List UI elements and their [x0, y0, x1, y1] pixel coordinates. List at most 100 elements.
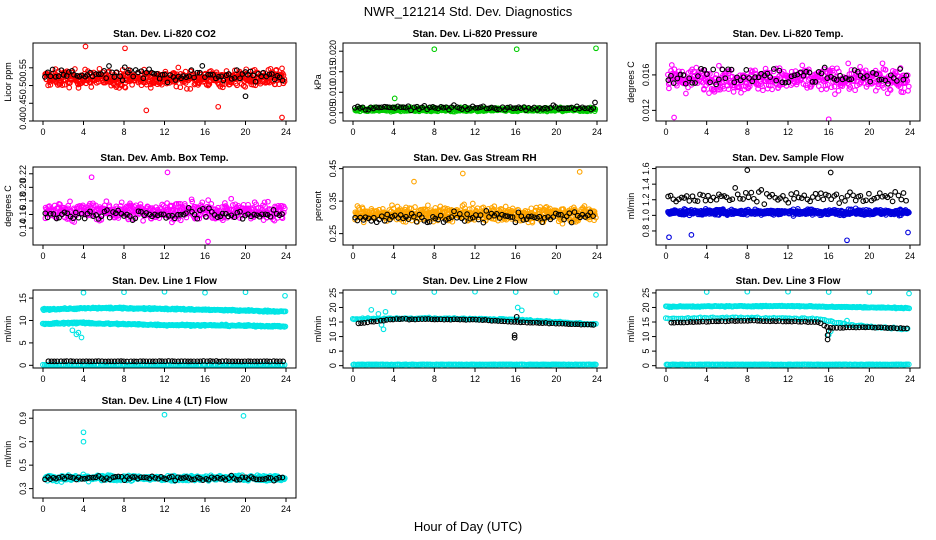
- data-point: [189, 198, 196, 205]
- data-point: [88, 174, 95, 181]
- data-point: [483, 208, 490, 214]
- data-point: [475, 104, 481, 111]
- data-point: [89, 358, 96, 365]
- data-point: [42, 74, 48, 80]
- data-point: [67, 358, 74, 364]
- data-point: [188, 196, 195, 203]
- data-point: [852, 87, 858, 94]
- data-point: [773, 81, 780, 88]
- data-point: [763, 191, 770, 197]
- points-group: [42, 43, 288, 121]
- data-point: [177, 217, 184, 224]
- data-point: [818, 190, 824, 197]
- y-tick-label: 0.14: [18, 219, 28, 237]
- data-point: [887, 192, 894, 198]
- data-point: [753, 198, 760, 205]
- data-point: [86, 358, 93, 365]
- data-point: [143, 358, 150, 365]
- data-point: [121, 64, 128, 71]
- data-point: [118, 199, 125, 206]
- panel-title: Stan. Dev. Gas Stream RH: [413, 153, 536, 164]
- data-point: [566, 210, 573, 217]
- data-point: [106, 202, 113, 209]
- y-tick-label: 0.35: [328, 192, 338, 210]
- data-point: [282, 323, 289, 330]
- data-point: [421, 103, 428, 109]
- data-point: [120, 358, 127, 365]
- data-point: [95, 358, 102, 364]
- data-point: [740, 196, 746, 202]
- data-point: [270, 207, 277, 213]
- data-point: [456, 105, 463, 111]
- data-point: [96, 65, 103, 72]
- data-point: [238, 358, 245, 365]
- data-point: [760, 87, 766, 94]
- data-point: [453, 206, 460, 213]
- data-point: [812, 190, 819, 197]
- data-point: [776, 67, 783, 74]
- x-tick-label: 0: [350, 251, 355, 261]
- data-point: [744, 167, 751, 173]
- data-point: [525, 213, 532, 220]
- data-point: [701, 66, 708, 73]
- data-point: [362, 106, 369, 113]
- data-point: [894, 78, 900, 84]
- data-point: [700, 192, 706, 199]
- data-point: [738, 89, 744, 96]
- data-point: [558, 105, 564, 112]
- data-point: [758, 187, 765, 193]
- data-point: [203, 213, 209, 220]
- data-point: [119, 77, 126, 84]
- y-tick-label: 0.015: [328, 60, 338, 83]
- data-point: [225, 71, 232, 77]
- data-point: [568, 219, 575, 226]
- data-point: [818, 70, 825, 77]
- data-point: [187, 358, 194, 365]
- data-point: [421, 217, 428, 224]
- y-axis-label: kPa: [313, 74, 323, 90]
- data-point: [149, 358, 156, 365]
- data-point: [165, 213, 172, 219]
- data-point: [683, 90, 689, 97]
- data-point: [432, 215, 439, 222]
- data-point: [697, 191, 703, 198]
- x-tick-label: 24: [592, 251, 602, 261]
- data-point: [373, 104, 380, 111]
- y-tick-label: 0.012: [641, 99, 651, 122]
- data-point: [282, 292, 288, 299]
- y-tick-label: 0.45: [18, 95, 28, 113]
- data-point: [90, 213, 97, 219]
- data-point: [791, 72, 798, 79]
- data-point: [876, 190, 883, 196]
- data-point: [900, 190, 907, 196]
- data-point: [668, 72, 674, 79]
- data-point: [191, 358, 197, 365]
- data-point: [103, 75, 110, 81]
- data-point: [225, 213, 232, 220]
- data-point: [48, 358, 55, 365]
- data-point: [394, 103, 401, 110]
- data-point: [675, 196, 682, 203]
- data-point: [779, 79, 786, 86]
- data-point: [842, 75, 849, 81]
- data-point: [106, 63, 112, 69]
- x-tick-label: 8: [121, 127, 126, 137]
- data-point: [897, 66, 903, 72]
- data-point: [80, 358, 86, 365]
- data-point: [558, 211, 564, 218]
- data-point: [400, 215, 407, 222]
- data-point: [273, 66, 280, 73]
- data-point: [480, 204, 487, 211]
- data-point: [106, 214, 113, 221]
- data-point: [767, 74, 774, 80]
- data-point: [90, 202, 97, 209]
- data-point: [354, 217, 361, 224]
- data-point: [431, 46, 438, 53]
- figure-title: NWR_121214 Std. Dev. Diagnostics: [364, 4, 573, 19]
- data-point: [847, 189, 853, 196]
- data-point: [220, 77, 227, 84]
- data-point: [833, 77, 840, 83]
- data-point: [233, 67, 240, 73]
- data-point: [158, 81, 165, 88]
